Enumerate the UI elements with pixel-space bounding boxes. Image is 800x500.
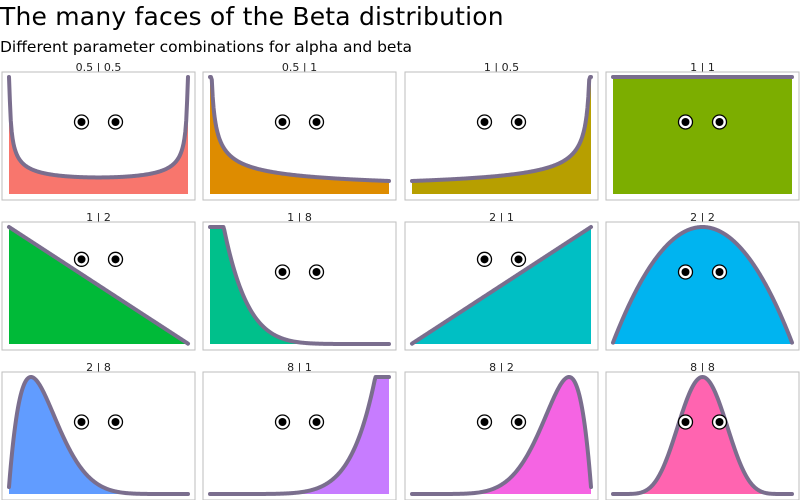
panel-1-0_5: [404, 71, 599, 201]
right-eye: [510, 251, 527, 267]
panel-8-8: [605, 371, 800, 500]
panel-label-2-8: 2 | 8: [86, 361, 111, 374]
panel-8-1: [202, 371, 397, 500]
density-area: [210, 77, 389, 194]
eye-pupil: [312, 268, 321, 276]
eye-pupil: [514, 418, 523, 426]
eye-pupil: [77, 418, 86, 426]
eye-pupil: [681, 118, 690, 126]
left-eye: [73, 414, 90, 430]
left-eye: [677, 414, 694, 430]
right-eye: [711, 114, 728, 130]
right-eye: [308, 414, 325, 430]
left-eye: [476, 114, 493, 130]
right-eye: [107, 414, 124, 430]
eye-pupil: [681, 418, 690, 426]
density-line: [208, 75, 391, 183]
eye-pupil: [278, 118, 287, 126]
right-eye: [107, 114, 124, 130]
panel-0_5-0_5: [1, 71, 196, 201]
panel-1-8: [202, 221, 397, 351]
density-area: [613, 77, 792, 194]
density-line: [208, 225, 391, 346]
eye-pupil: [312, 418, 321, 426]
eye-pupil: [77, 255, 86, 264]
panel-label-1-2: 1 | 2: [86, 211, 111, 224]
eye-pupil: [77, 118, 86, 126]
density-area: [9, 377, 188, 494]
eye-pupil: [514, 118, 523, 126]
eye-pupil: [111, 255, 120, 264]
panel-8-2: [404, 371, 599, 500]
panel-label-1-1: 1 | 1: [690, 61, 715, 74]
left-eye: [73, 251, 90, 267]
panel-label-1-8: 1 | 8: [287, 211, 312, 224]
eye-pupil: [681, 268, 690, 276]
eye-pupil: [111, 418, 120, 426]
panel-2-2: [605, 221, 800, 351]
panel-label-2-2: 2 | 2: [690, 211, 715, 224]
left-eye: [677, 114, 694, 130]
panel-label-0_5-0_5: 0.5 | 0.5: [76, 61, 122, 74]
panel-label-2-1: 2 | 1: [489, 211, 514, 224]
left-eye: [476, 251, 493, 267]
left-eye: [476, 414, 493, 430]
density-line: [208, 375, 391, 496]
right-eye: [308, 264, 325, 280]
panel-2-8: [1, 371, 196, 500]
density-line: [611, 225, 794, 345]
eye-pupil: [480, 118, 489, 126]
right-eye: [510, 114, 527, 130]
left-eye: [274, 114, 291, 130]
density-line: [410, 375, 593, 496]
density-area: [412, 377, 591, 494]
density-area: [210, 227, 389, 344]
right-eye: [308, 114, 325, 130]
panel-label-8-8: 8 | 8: [690, 361, 715, 374]
panel-0_5-1: [202, 71, 397, 201]
left-eye: [274, 264, 291, 280]
panel-label-1-0_5: 1 | 0.5: [484, 61, 519, 74]
left-eye: [73, 114, 90, 130]
panel-1-1: [605, 71, 800, 201]
chart-subtitle: Different parameter combinations for alp…: [0, 38, 413, 56]
eye-pupil: [111, 118, 120, 126]
eye-pupil: [514, 255, 523, 264]
panel-1-2: [1, 221, 196, 351]
density-line: [7, 75, 190, 180]
right-eye: [711, 264, 728, 280]
density-line: [7, 375, 190, 496]
eye-pupil: [715, 118, 724, 126]
left-eye: [677, 264, 694, 280]
density-area: [9, 77, 188, 194]
density-area: [210, 377, 389, 494]
right-eye: [107, 251, 124, 267]
eye-pupil: [480, 418, 489, 426]
density-line: [410, 225, 593, 346]
right-eye: [711, 414, 728, 430]
eye-pupil: [715, 268, 724, 276]
density-line: [611, 375, 794, 496]
density-line: [7, 225, 190, 346]
eye-pupil: [278, 268, 287, 276]
right-eye: [510, 414, 527, 430]
density-area: [412, 77, 591, 194]
left-eye: [274, 414, 291, 430]
panel-label-8-1: 8 | 1: [287, 361, 312, 374]
eye-pupil: [715, 418, 724, 426]
eye-pupil: [312, 118, 321, 126]
density-area: [613, 377, 792, 494]
panel-label-0_5-1: 0.5 | 1: [282, 61, 317, 74]
eye-pupil: [278, 418, 287, 426]
panel-2-1: [404, 221, 599, 351]
eye-pupil: [480, 255, 489, 264]
density-line: [410, 75, 593, 183]
chart-title: The many faces of the Beta distribution: [0, 2, 504, 31]
panel-label-8-2: 8 | 2: [489, 361, 514, 374]
